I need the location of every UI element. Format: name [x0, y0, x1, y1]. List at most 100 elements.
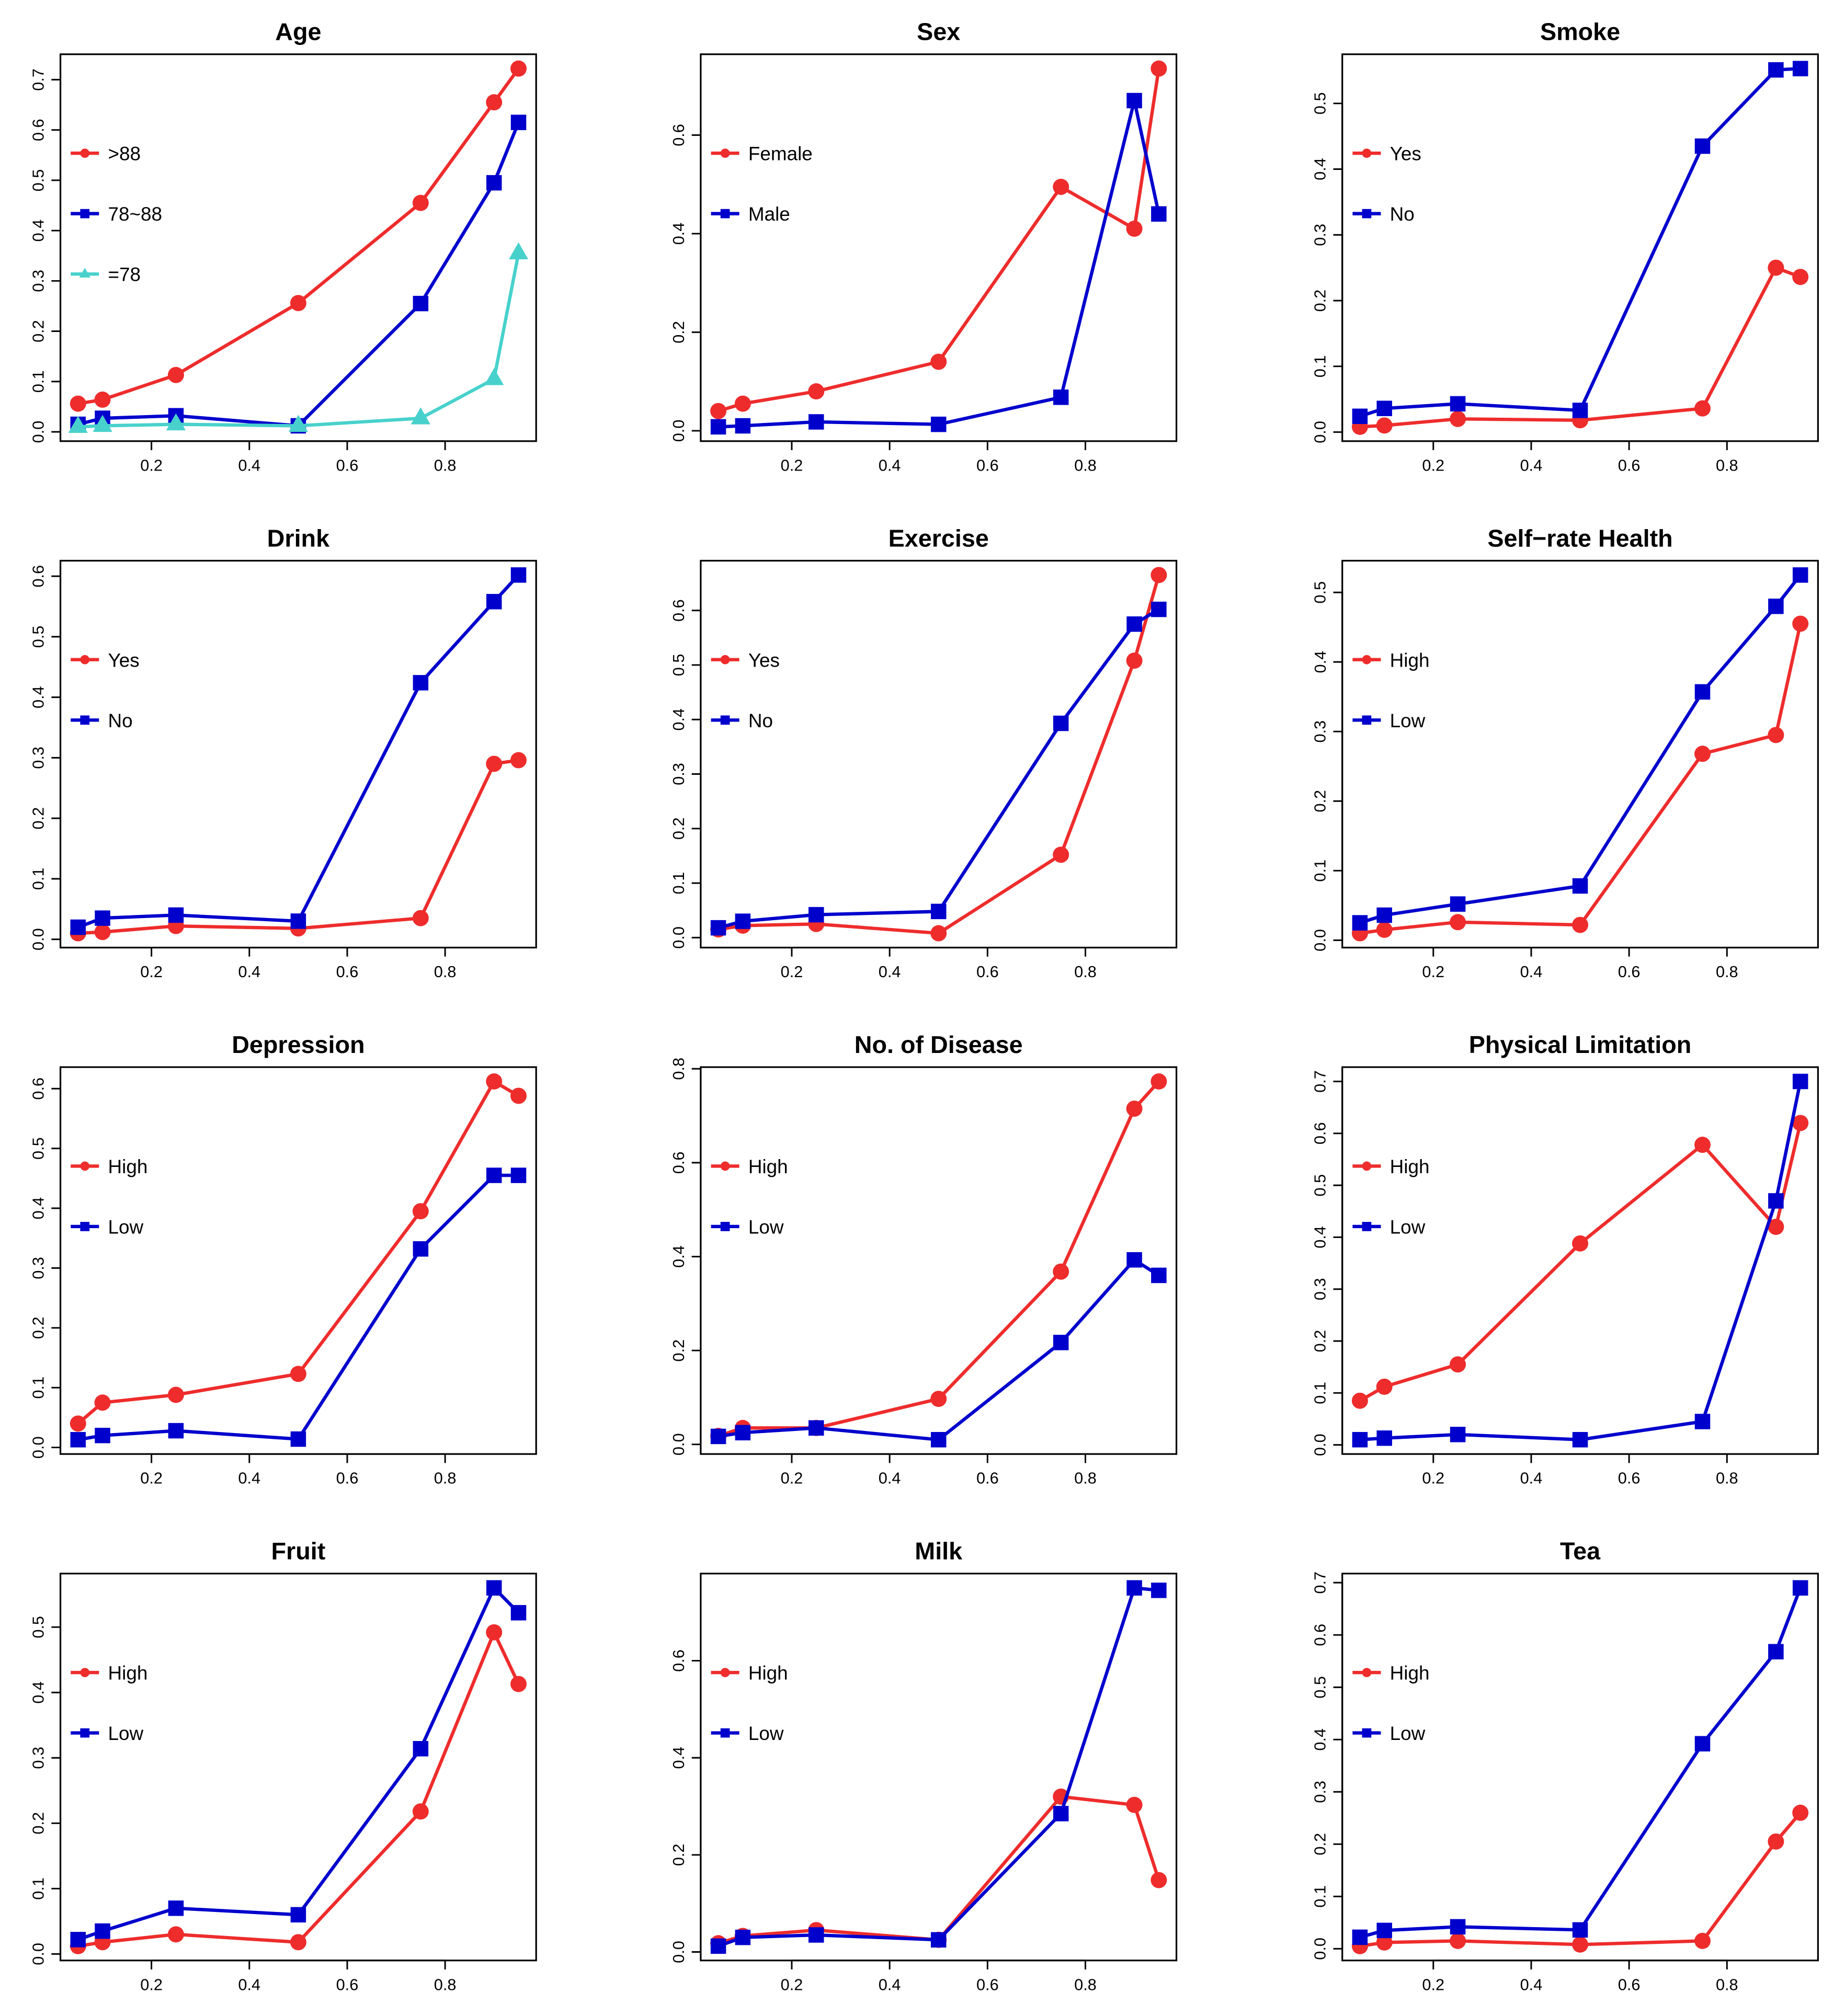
x-tick-label: 0.4: [879, 1469, 901, 1487]
data-point-square: [290, 913, 306, 929]
data-point-triangle: [68, 416, 88, 433]
data-point-circle: [1792, 269, 1809, 285]
series-1: [1352, 567, 1808, 931]
series-0: [710, 60, 1167, 419]
legend-label: No: [1390, 203, 1415, 225]
data-point-circle: [1362, 148, 1372, 158]
data-point-circle: [70, 1415, 86, 1432]
legend-label: No: [108, 710, 133, 731]
chart-title: Fruit: [271, 1538, 325, 1565]
y-tick-label: 0.3: [1311, 224, 1329, 246]
y-tick-label: 0.5: [29, 626, 48, 648]
x-tick-label: 0.2: [781, 1975, 803, 1994]
chart-panel: Fruit 0.2 0.4 0.6 0.8 0.0 0.1 0.2 0.3 0.4 0.5 High L…: [29, 1538, 537, 1994]
y-tick-label: 0.4: [29, 220, 48, 242]
x-tick-label: 0.2: [781, 1469, 803, 1487]
data-point-square: [1694, 1736, 1711, 1752]
y-tick-label: 0.0: [1311, 1434, 1329, 1456]
legend-item: Low: [711, 1723, 784, 1744]
legend-item: 78~88: [71, 203, 162, 225]
x-tick-label: 0.4: [1520, 1975, 1543, 1994]
y-tick-label: 0.1: [29, 370, 48, 393]
data-point-square: [1792, 1580, 1808, 1596]
x-tick-label: 0.4: [879, 456, 901, 474]
chart-title: Smoke: [1540, 18, 1620, 45]
y-tick-label: 0.2: [29, 1812, 48, 1835]
data-point-circle: [930, 1391, 947, 1407]
data-point-circle: [167, 1387, 184, 1403]
data-point-circle: [720, 655, 730, 665]
x-tick-label: 0.6: [976, 456, 999, 474]
data-point-square: [1572, 1922, 1588, 1938]
data-point-circle: [930, 925, 947, 942]
legend-label: >88: [108, 143, 141, 165]
data-point-square: [1362, 1728, 1372, 1738]
data-point-square: [95, 1427, 110, 1444]
legend-label: High: [108, 1156, 148, 1177]
data-point-square: [1376, 1430, 1392, 1446]
data-point-circle: [1450, 410, 1466, 427]
data-point-circle: [1768, 259, 1784, 276]
data-point-circle: [70, 395, 86, 412]
data-point-square: [1352, 1431, 1368, 1448]
data-point-square: [1053, 1335, 1069, 1350]
plot-frame: [700, 1573, 1178, 1962]
data-point-square: [1572, 1431, 1588, 1448]
data-point-circle: [1768, 1833, 1784, 1850]
series-line: [78, 253, 520, 429]
data-point-square: [413, 1241, 429, 1257]
data-point-square: [735, 913, 751, 929]
data-point-square: [1126, 616, 1142, 632]
data-point-square: [1362, 1222, 1372, 1231]
data-point-circle: [94, 391, 111, 408]
x-tick-label: 0.8: [434, 963, 457, 981]
chart-title: Milk: [915, 1538, 963, 1565]
legend-label: High: [108, 1663, 148, 1684]
y-tick-label: 0.5: [1311, 1676, 1329, 1699]
series-line: [1359, 66, 1801, 418]
data-point-square: [1352, 408, 1368, 425]
data-point-circle: [1362, 655, 1372, 665]
series-line: [718, 574, 1160, 935]
data-point-square: [930, 1932, 947, 1948]
data-point-square: [1126, 1580, 1142, 1596]
x-tick-label: 0.2: [140, 963, 163, 981]
data-point-circle: [486, 1624, 503, 1641]
data-point-circle: [1126, 1796, 1143, 1813]
y-tick-label: 0.6: [669, 599, 688, 622]
data-point-square: [720, 1222, 730, 1231]
data-point-square: [735, 1425, 751, 1440]
legend-item: High: [1352, 649, 1429, 671]
chart-panel: Smoke 0.2 0.4 0.6 0.8 0.0 0.1 0.2 0.3 0.4 0.5 Yes No: [1311, 18, 1819, 474]
legend-label: High: [1390, 649, 1430, 671]
legend-label: Female: [748, 143, 813, 165]
data-point-circle: [930, 353, 947, 370]
data-point-circle: [510, 60, 527, 77]
y-tick-label: 0.0: [29, 1436, 48, 1459]
data-point-circle: [1376, 921, 1393, 938]
y-tick-label: 0.1: [29, 1377, 48, 1399]
data-point-circle: [1151, 1073, 1167, 1090]
x-tick-label: 0.8: [1716, 456, 1738, 474]
data-point-circle: [1053, 846, 1069, 863]
y-tick-label: 0.5: [1311, 92, 1329, 114]
y-tick-label: 0.0: [29, 1943, 48, 1965]
x-tick-label: 0.4: [238, 456, 260, 474]
chart-panel: Depression 0.2 0.4 0.6 0.8 0.0 0.1 0.2 0.3 0.4 0.5…: [29, 1031, 537, 1487]
data-point-square: [70, 919, 86, 935]
data-point-square: [1053, 715, 1069, 731]
data-point-circle: [290, 1366, 306, 1382]
series-1: [710, 601, 1167, 936]
y-tick-label: 0.6: [29, 565, 48, 588]
y-tick-label: 0.0: [669, 1941, 688, 1963]
y-tick-label: 0.0: [1311, 1938, 1329, 1960]
data-point-circle: [94, 924, 111, 941]
series-1: [70, 567, 527, 935]
data-point-square: [486, 175, 502, 191]
y-tick-label: 0.2: [29, 320, 48, 342]
series-2: [68, 242, 529, 433]
chart-title: Sex: [917, 18, 960, 45]
data-point-square: [735, 418, 751, 434]
legend-label: Yes: [108, 649, 140, 671]
series-1: [1352, 1580, 1808, 1945]
